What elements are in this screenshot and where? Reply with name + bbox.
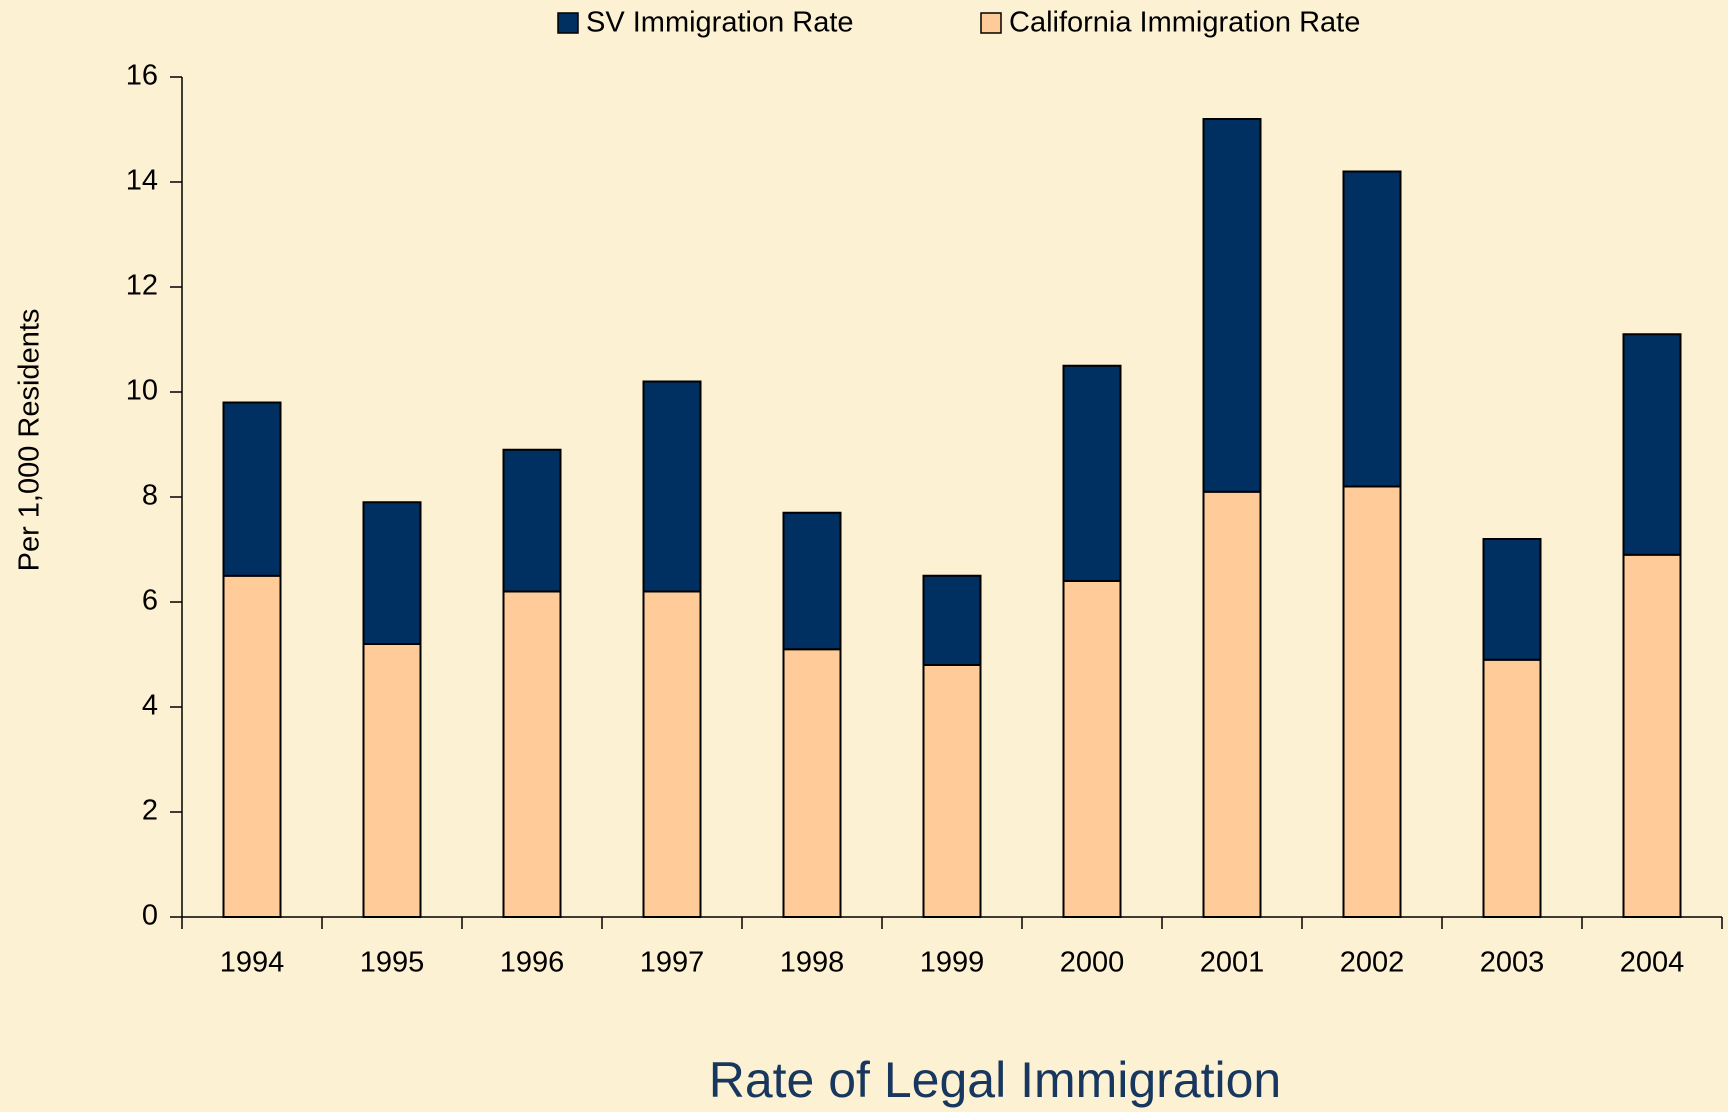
y-axis-label: Per 1,000 Residents xyxy=(14,309,46,572)
bar-segment xyxy=(1062,364,1122,582)
x-tick-label: 1997 xyxy=(640,947,705,979)
legend-label: SV Immigration Rate xyxy=(586,7,854,39)
y-tick-label: 0 xyxy=(142,900,158,932)
x-tick-label: 2001 xyxy=(1200,947,1265,979)
x-tick-label: 2002 xyxy=(1340,947,1405,979)
y-tick-label: 12 xyxy=(126,270,158,302)
bar-segment xyxy=(502,590,562,918)
y-tick-label: 10 xyxy=(126,375,158,407)
x-tick-label: 1996 xyxy=(500,947,565,979)
bar-segment xyxy=(642,590,702,918)
bar-segment xyxy=(1342,485,1402,918)
x-tick-label: 1995 xyxy=(360,947,425,979)
bar-segment xyxy=(922,574,982,666)
x-tick-label: 2004 xyxy=(1620,947,1685,979)
bar-segment xyxy=(502,448,562,593)
x-tick-label: 2000 xyxy=(1060,947,1125,979)
y-tick-label: 14 xyxy=(126,165,158,197)
y-tick-label: 4 xyxy=(142,690,158,722)
bar-segment xyxy=(782,511,842,651)
y-tick-label: 8 xyxy=(142,480,158,512)
bar-segment xyxy=(1482,538,1542,661)
x-tick-label: 1994 xyxy=(220,947,285,979)
bar-segment xyxy=(782,648,842,918)
y-tick-label: 2 xyxy=(142,795,158,827)
legend-label: California Immigration Rate xyxy=(1009,7,1360,39)
bar-segment xyxy=(362,643,422,918)
bar-segment xyxy=(922,664,982,918)
y-tick-label: 16 xyxy=(126,60,158,92)
y-tick-label: 6 xyxy=(142,585,158,617)
bar-segment xyxy=(1202,490,1262,918)
x-tick-label: 1998 xyxy=(780,947,845,979)
bar-segment xyxy=(362,501,422,645)
bar-segment xyxy=(222,401,282,577)
bar-segment xyxy=(1622,553,1682,918)
bar-segment xyxy=(1202,118,1262,493)
bar-segment xyxy=(642,380,702,593)
x-tick-label: 1999 xyxy=(920,947,985,979)
legend-swatch xyxy=(980,12,1002,34)
legend-swatch xyxy=(557,12,579,34)
bar-segment xyxy=(1622,333,1682,556)
chart-title: Rate of Legal Immigration xyxy=(709,1052,1282,1108)
bar-segment xyxy=(1482,658,1542,918)
bar-segment xyxy=(222,574,282,918)
bar-segment xyxy=(1342,170,1402,488)
x-tick-label: 2003 xyxy=(1480,947,1545,979)
bar-segment xyxy=(1062,580,1122,918)
